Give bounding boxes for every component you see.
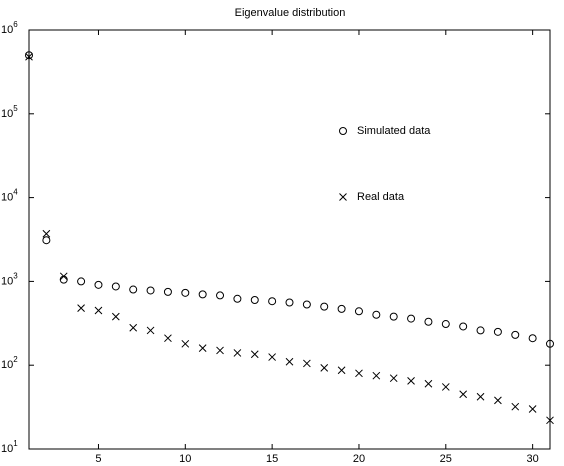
y-tick-base: 10 (1, 24, 13, 36)
y-tick-label: 101 (1, 439, 18, 455)
point (528, 405, 537, 413)
point (111, 282, 120, 291)
point (337, 366, 346, 375)
point (181, 288, 190, 297)
point (250, 350, 259, 359)
point (441, 320, 450, 329)
point (94, 306, 103, 315)
point (407, 377, 415, 385)
x-tick-label: 5 (95, 453, 101, 465)
point (511, 402, 520, 411)
point (285, 357, 294, 366)
point (303, 359, 311, 368)
point (233, 294, 242, 303)
y-tick-base: 10 (1, 192, 13, 204)
point (146, 326, 155, 335)
point (198, 290, 207, 299)
point (216, 346, 224, 355)
point (355, 369, 363, 378)
point (320, 363, 329, 372)
legend-marker (339, 127, 347, 135)
point (424, 317, 433, 326)
point (250, 295, 259, 304)
x-tick-label: 10 (179, 453, 191, 465)
point (268, 353, 276, 361)
y-tick-base: 10 (1, 275, 13, 287)
point (389, 312, 398, 321)
point (164, 334, 172, 343)
x-tick-label: 30 (527, 453, 539, 465)
point (129, 285, 138, 294)
point (77, 277, 86, 286)
point (42, 229, 51, 238)
point (129, 323, 138, 332)
point (372, 371, 381, 380)
y-tick-label: 106 (1, 20, 18, 36)
point (59, 272, 68, 281)
point (181, 339, 190, 348)
x-tick-label: 25 (440, 453, 452, 465)
legend-marker (339, 193, 347, 201)
plot-frame (28, 29, 551, 450)
point (511, 330, 520, 339)
point (25, 52, 33, 61)
chart-title: Eigenvalue distribution (235, 7, 346, 19)
point (424, 379, 433, 388)
y-tick-exponent: 4 (13, 188, 18, 197)
point (407, 314, 416, 323)
point (146, 286, 155, 295)
point (302, 300, 311, 309)
point (25, 51, 33, 60)
y-tick-exponent: 6 (13, 20, 18, 29)
point (198, 344, 207, 352)
point (268, 297, 277, 306)
point (459, 322, 468, 331)
point (42, 236, 51, 245)
point (476, 392, 485, 401)
legend-label: Simulated data (357, 125, 431, 137)
y-tick-exponent: 2 (13, 355, 18, 364)
x-tick-label: 15 (266, 453, 278, 465)
y-tick-base: 10 (1, 108, 13, 120)
point (441, 383, 450, 391)
point (354, 307, 363, 316)
point (77, 304, 85, 312)
y-tick-exponent: 5 (13, 104, 18, 113)
point (459, 390, 468, 399)
point (233, 349, 242, 357)
point (94, 280, 103, 289)
point (389, 374, 398, 383)
y-tick-base: 10 (1, 359, 13, 371)
point (476, 326, 485, 335)
point (285, 298, 294, 307)
point (216, 291, 225, 300)
y-tick-label: 104 (1, 188, 18, 204)
point (337, 304, 346, 313)
legend-label: Real data (357, 191, 405, 203)
point (372, 310, 381, 319)
point (59, 275, 68, 284)
point (528, 334, 537, 343)
point (320, 302, 329, 311)
point (546, 416, 554, 425)
point (111, 312, 120, 321)
point (494, 396, 502, 405)
x-tick-label: 20 (353, 453, 365, 465)
y-tick-label: 103 (1, 272, 18, 288)
y-tick-base: 10 (1, 443, 13, 455)
y-tick-label: 105 (1, 104, 18, 120)
y-tick-label: 102 (1, 355, 18, 371)
point (546, 339, 554, 348)
point (493, 327, 502, 336)
y-tick-exponent: 3 (13, 272, 18, 281)
y-tick-exponent: 1 (13, 439, 18, 448)
point (163, 287, 172, 296)
